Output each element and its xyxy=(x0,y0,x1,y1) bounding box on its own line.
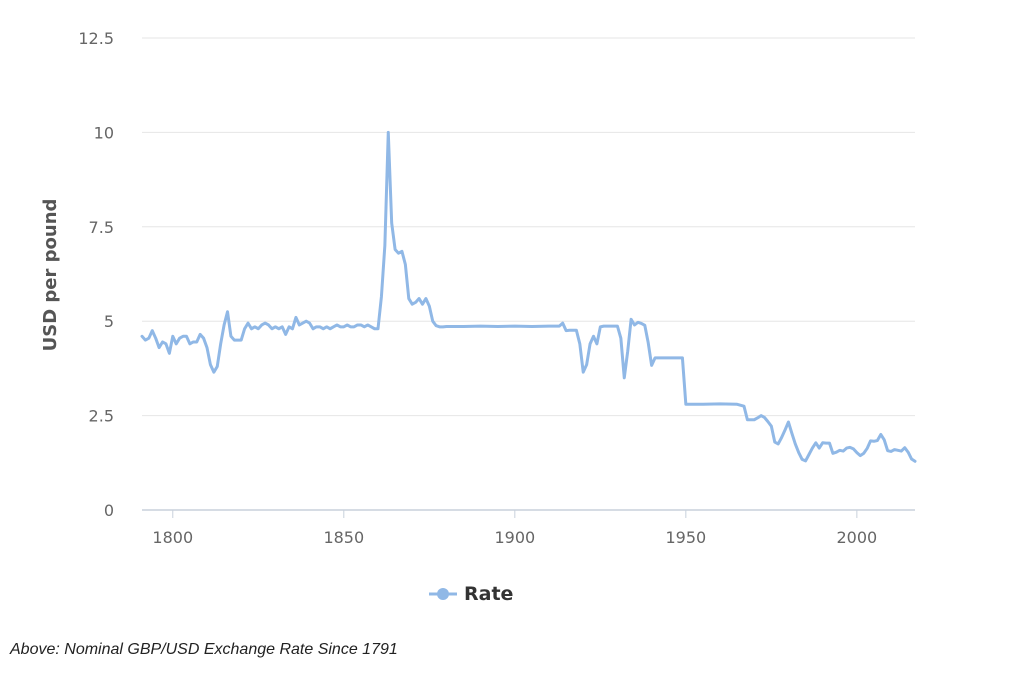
series-group xyxy=(140,130,917,463)
y-tick-label: 12.5 xyxy=(78,29,114,48)
grid-lines xyxy=(142,37,915,511)
x-axis-ticks: 1800 1850 1900 1950 2000 xyxy=(152,510,877,547)
y-tick-label: 0 xyxy=(104,501,114,520)
x-tick-label: 1850 xyxy=(323,528,364,547)
y-tick-label: 10 xyxy=(94,123,114,142)
chart-caption: Above: Nominal GBP/USD Exchange Rate Sin… xyxy=(10,641,398,658)
y-tick-label: 7.5 xyxy=(89,218,114,237)
y-axis-ticks: 0 2.5 5 7.5 10 12.5 xyxy=(78,29,114,520)
x-tick-label: 2000 xyxy=(836,528,877,547)
legend[interactable]: Rate xyxy=(429,583,513,605)
y-tick-label: 2.5 xyxy=(89,407,114,426)
legend-label: Rate xyxy=(464,583,513,605)
legend-marker xyxy=(437,588,449,600)
x-tick-label: 1950 xyxy=(665,528,706,547)
x-tick-label: 1800 xyxy=(152,528,193,547)
series-line-rate[interactable] xyxy=(140,130,917,463)
x-tick-label: 1900 xyxy=(494,528,535,547)
y-axis-title: USD per pound xyxy=(40,199,61,352)
y-tick-label: 5 xyxy=(104,312,114,331)
